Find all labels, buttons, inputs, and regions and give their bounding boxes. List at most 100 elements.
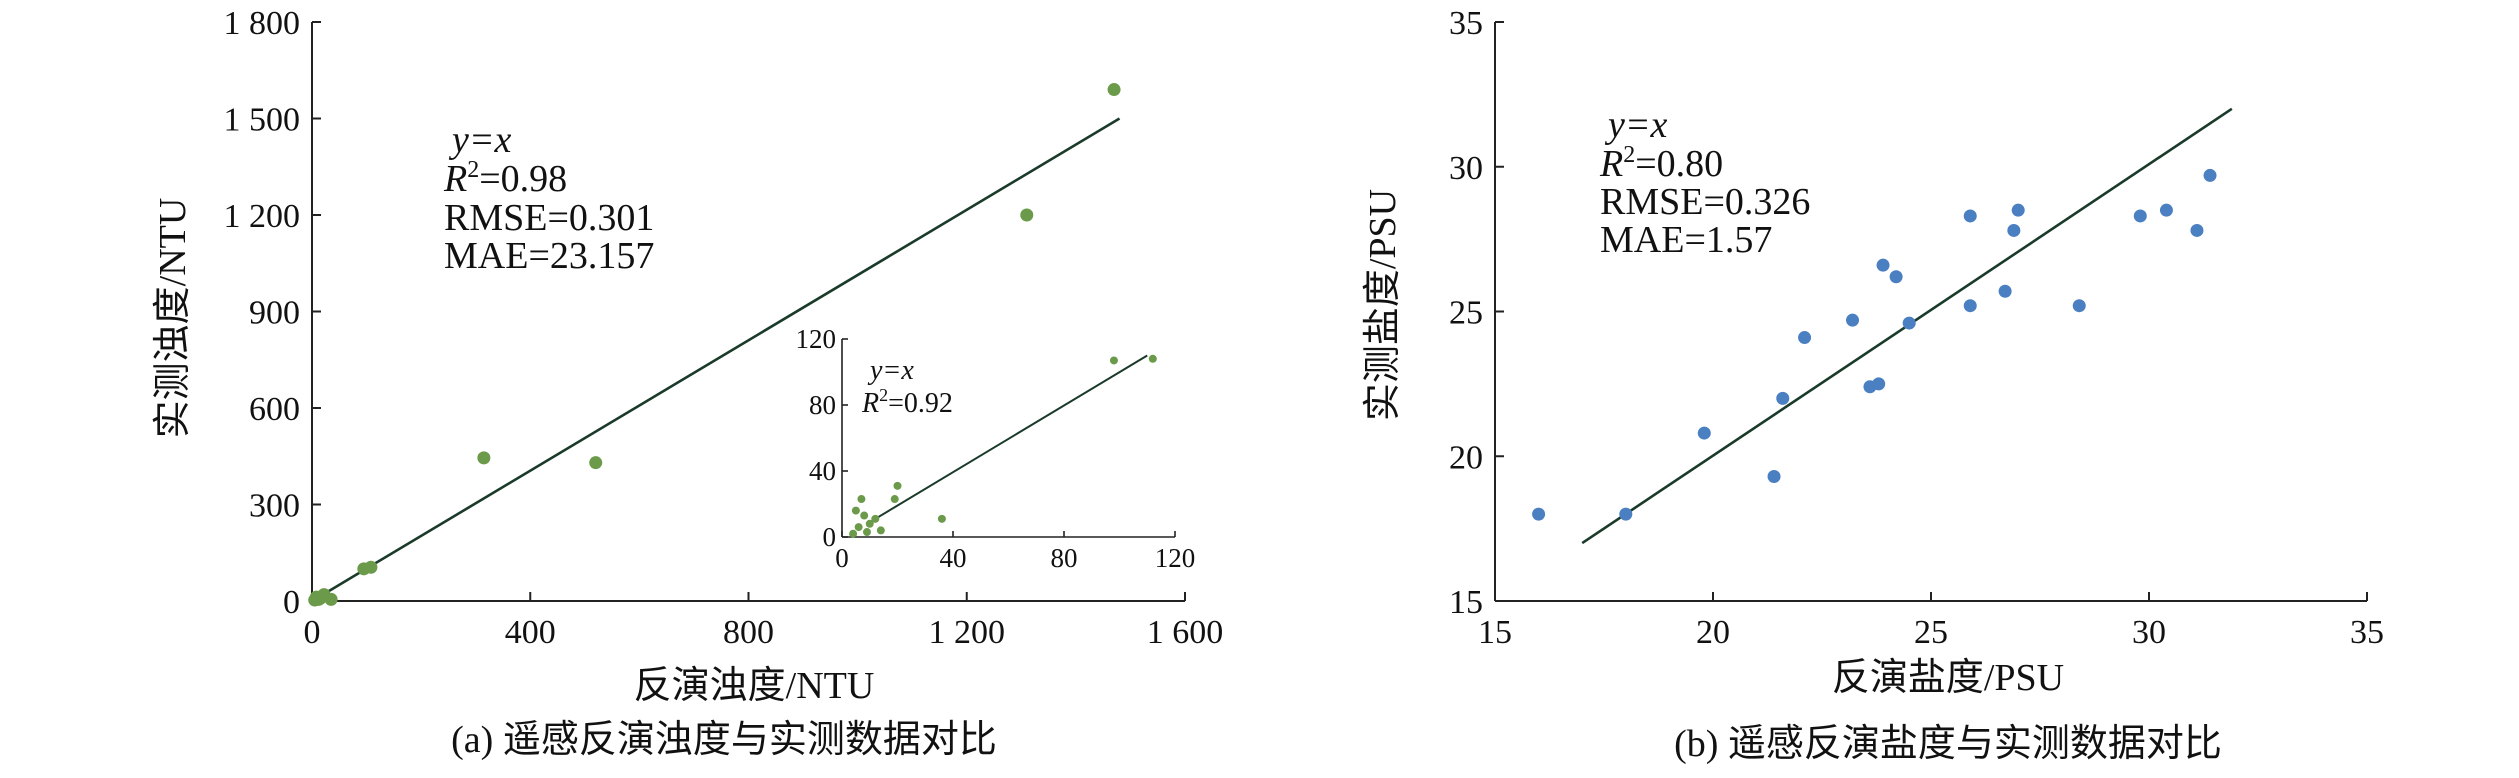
panel-b-data-point xyxy=(1998,284,2012,298)
panel-a-inset-data-point xyxy=(854,523,863,532)
panel-a-r2-value: =0.98 xyxy=(479,158,567,200)
panel-a-inset-fit-line-group xyxy=(877,354,1148,519)
panel-a-y-tick-label: 600 xyxy=(249,391,300,428)
panel-b-fit-label: y=x xyxy=(1604,104,1668,146)
panel-b-data-point xyxy=(1902,316,1916,330)
panel-b: 15 20 25 30 35 15 20 25 30 35 y=x R2=0.80 RMSE=0… xyxy=(1362,5,2384,765)
panel-b-data-point xyxy=(1889,270,1903,284)
panel-a-inset-points xyxy=(849,354,1157,538)
panel-b-data-point xyxy=(1619,507,1633,521)
panel-a-rmse: RMSE=0.301 xyxy=(444,197,654,239)
panel-a-inset-y-tick-label: 40 xyxy=(809,456,836,486)
panel-a-x-tick-label: 800 xyxy=(723,614,774,651)
panel-a-inset-y-tick-label: 120 xyxy=(796,324,837,354)
panel-a-y-axis: 0 300 600 900 1 200 1 500 1 800 xyxy=(224,5,321,621)
panel-b-data-point xyxy=(1872,377,1886,391)
panel-a-inset-x-tick-label: 80 xyxy=(1051,543,1078,573)
panel-a-data-point xyxy=(357,562,371,576)
panel-a-inset-y-axis: 0 40 80 120 xyxy=(796,324,848,552)
panel-a-inset-data-point xyxy=(862,528,871,537)
panel-b-data-point xyxy=(2007,223,2021,237)
panel-a-inset-x-axis: 0 40 80 120 xyxy=(835,531,1195,573)
panel-b-y-tick-label: 20 xyxy=(1449,439,1483,476)
panel-a-inset-r2-value: =0.92 xyxy=(888,388,953,419)
panel-a-inset-data-point xyxy=(937,514,946,523)
panel-b-y-axis-label: 实测盐度/PSU xyxy=(1362,189,1404,421)
panel-b-points xyxy=(1532,168,2217,521)
panel-b-data-point xyxy=(1963,209,1977,223)
panel-b-x-tick-label: 20 xyxy=(1696,614,1730,651)
panel-a-data-point xyxy=(589,456,603,470)
panel-a-inset-data-point xyxy=(890,495,899,504)
panel-a-x-tick-label: 1 600 xyxy=(1147,614,1224,651)
panel-a-data-point xyxy=(477,451,491,465)
panel-b-data-point xyxy=(1697,426,1711,440)
panel-a-y-tick-label: 300 xyxy=(249,488,300,525)
panel-a-inset-r2: R2=0.92 xyxy=(861,385,953,419)
panel-b-x-tick-label: 15 xyxy=(1478,614,1512,651)
panel-b-r2-sup: 2 xyxy=(1623,142,1635,168)
panel-b-y-tick-label: 30 xyxy=(1449,150,1483,187)
panel-b-data-point xyxy=(1767,470,1781,484)
panel-a-inset-y-tick-label: 0 xyxy=(823,522,837,552)
panel-a-inset-fit-label: y=x xyxy=(867,355,914,386)
panel-a-points xyxy=(308,83,1121,607)
panel-b-x-axis: 15 20 25 30 35 xyxy=(1478,592,2384,651)
panel-a-caption: (a) 遥感反演浊度与实测数据对比 xyxy=(451,719,997,761)
panel-a-y-axis-label: 实测浊度/NTU xyxy=(152,198,194,439)
panel-a-r2-symbol: R xyxy=(443,158,467,200)
panel-b-caption: (b) 遥感反演盐度与实测数据对比 xyxy=(1674,723,2222,765)
panel-a-inset: 0 40 80 120 0 40 80 120 y=x R2=0.92 xyxy=(796,324,1196,573)
panel-a-inset-data-point xyxy=(865,519,874,528)
panel-b-x-axis-label: 反演盐度/PSU xyxy=(1832,657,2064,699)
panel-a-fit-line-group xyxy=(327,117,1121,593)
panel-b-data-point xyxy=(2011,203,2025,217)
panel-b-r2: R2=0.80 xyxy=(1599,142,1723,185)
panel-a-y-tick-label: 900 xyxy=(249,295,300,332)
panel-a-inset-x-tick-label: 120 xyxy=(1155,543,1196,573)
panel-a-r2: R2=0.98 xyxy=(443,157,567,200)
panel-a-inset-r2-symbol: R xyxy=(861,388,879,419)
panel-a-inset-data-point xyxy=(1148,354,1157,363)
panel-b-data-point xyxy=(1963,299,1977,313)
panel-b-y-axis: 15 20 25 30 35 xyxy=(1449,5,1504,621)
panel-b-mae: MAE=1.57 xyxy=(1600,219,1772,261)
panel-a-data-point xyxy=(1107,83,1121,97)
panel-a-x-axis: 0 400 800 1 200 1 600 xyxy=(304,592,1224,651)
panel-a-data-point xyxy=(1020,208,1034,222)
panel-b-data-point xyxy=(2190,223,2204,237)
panel-b-data-point xyxy=(1776,391,1790,405)
panel-b-data-point xyxy=(2203,168,2217,182)
panel-b-y-tick-label: 25 xyxy=(1449,295,1483,332)
panel-b-y-tick-label: 35 xyxy=(1449,5,1483,42)
panel-a-y-tick-label: 1 800 xyxy=(224,5,301,42)
panel-a-x-tick-label: 400 xyxy=(505,614,556,651)
panel-a-x-tick-label: 1 200 xyxy=(929,614,1006,651)
panel-a-inset-data-point xyxy=(849,529,858,538)
panel-a-y-tick-label: 1 200 xyxy=(224,198,301,235)
panel-a-y-tick-label: 0 xyxy=(283,584,300,621)
panel-a-inset-data-point xyxy=(893,481,902,490)
panel-a-inset-data-point xyxy=(1109,356,1118,365)
panel-a-r2-sup: 2 xyxy=(467,157,479,183)
panel-a-inset-data-point xyxy=(851,506,860,515)
panel-b-r2-value: =0.80 xyxy=(1635,143,1723,185)
panel-b-rmse: RMSE=0.326 xyxy=(1600,181,1810,223)
panel-a-inset-data-point xyxy=(860,511,869,520)
panel-a-inset-data-point xyxy=(857,495,866,504)
panel-a-fit-label: y=x xyxy=(448,119,512,161)
panel-b-r2-symbol: R xyxy=(1599,143,1623,185)
panel-a-y-tick-label: 1 500 xyxy=(224,102,301,139)
panel-b-data-point xyxy=(2159,203,2173,217)
panel-b-x-tick-label: 35 xyxy=(2350,614,2384,651)
panel-a-inset-x-tick-label: 0 xyxy=(835,543,849,573)
panel-a-data-point xyxy=(324,592,338,606)
panel-a-inset-data-point xyxy=(871,514,880,523)
panel-a-mae: MAE=23.157 xyxy=(444,235,654,277)
panel-b-data-point xyxy=(1798,331,1812,345)
panel-a-inset-x-tick-label: 40 xyxy=(940,543,967,573)
panel-a-x-axis-label: 反演浊度/NTU xyxy=(634,665,875,707)
panel-a-inset-y-tick-label: 80 xyxy=(809,390,836,420)
